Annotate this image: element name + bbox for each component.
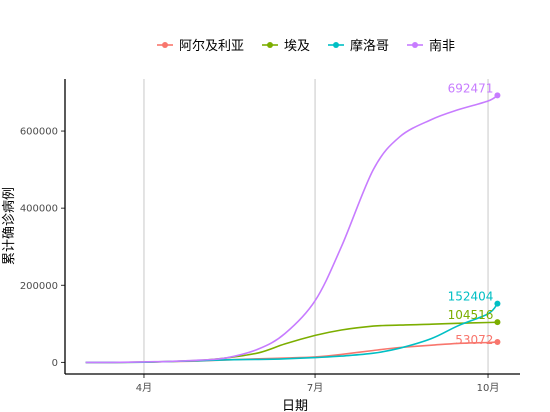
series-line	[85, 94, 498, 364]
series-end-point	[494, 319, 501, 326]
legend-key-point	[333, 42, 339, 48]
end-labels: 53072 104516 152404 692471	[448, 81, 494, 347]
end-value-label: 104516	[448, 308, 494, 322]
x-axis-title: 日期	[282, 399, 308, 412]
series-end-point	[494, 338, 501, 345]
y-tick-label: 400000	[20, 204, 58, 215]
legend-key-point	[162, 42, 168, 48]
legend: 阿尔及利亚 埃及 摩洛哥 南非	[157, 38, 455, 54]
axes: 4月 7月 10月 0 200000 400000 600000	[20, 79, 520, 394]
y-axis-title: 累计确诊病例	[2, 187, 17, 265]
legend-item: 阿尔及利亚	[157, 39, 244, 54]
series-lines	[85, 92, 501, 364]
legend-label: 摩洛哥	[350, 38, 389, 54]
legend-item: 摩洛哥	[328, 38, 389, 54]
end-value-label: 692471	[448, 81, 494, 95]
y-tick-label: 200000	[20, 281, 58, 292]
legend-item: 埃及	[262, 39, 310, 54]
legend-key-point	[267, 42, 273, 48]
end-value-label: 53072	[455, 333, 493, 347]
series-end-point	[494, 92, 501, 99]
x-tick-label: 4月	[136, 382, 152, 394]
x-tick-label: 10月	[477, 382, 500, 394]
legend-label: 南非	[429, 38, 455, 54]
legend-label: 阿尔及利亚	[179, 39, 244, 54]
legend-label: 埃及	[284, 39, 310, 54]
series-line	[85, 303, 499, 364]
legend-key-point	[412, 42, 418, 48]
end-value-label: 152404	[448, 290, 494, 304]
x-tick-label: 7月	[307, 382, 323, 394]
series-end-point	[494, 300, 501, 307]
y-tick-label: 600000	[20, 127, 58, 138]
grid-lines	[143, 79, 489, 374]
y-tick-label: 0	[52, 358, 58, 369]
legend-item: 南非	[407, 38, 455, 54]
